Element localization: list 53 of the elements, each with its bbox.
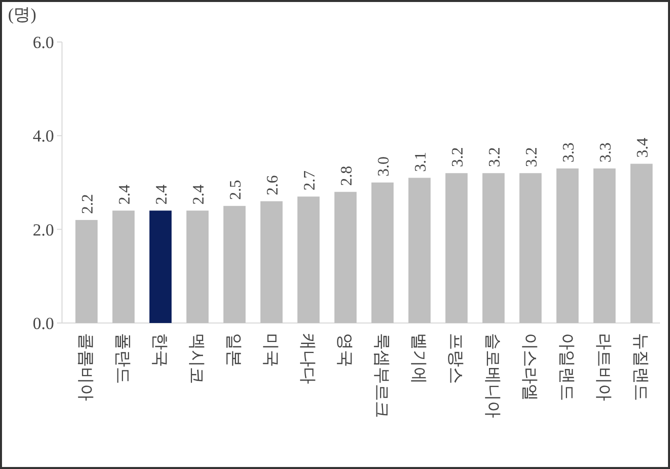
data-label: 2.5 bbox=[228, 180, 244, 200]
x-tick-label: 프랑스 bbox=[446, 333, 466, 384]
data-label: 3.0 bbox=[376, 156, 392, 176]
x-tick-label: 아일랜드 bbox=[556, 333, 576, 401]
bar bbox=[593, 168, 616, 323]
x-tick-label: 멕시코 bbox=[186, 333, 206, 384]
bar bbox=[75, 220, 98, 323]
x-tick-label: 룩셈부르크 bbox=[372, 333, 392, 418]
bar bbox=[482, 173, 505, 323]
bar bbox=[112, 210, 135, 323]
x-tick-label: 일본 bbox=[224, 333, 244, 367]
data-label: 3.2 bbox=[450, 147, 466, 168]
x-tick-label: 슬로베니아 bbox=[482, 333, 502, 418]
x-tick-label: 미국 bbox=[260, 333, 280, 367]
data-label: 2.4 bbox=[154, 184, 170, 205]
bar bbox=[223, 206, 246, 323]
bar bbox=[371, 182, 394, 323]
bar bbox=[186, 210, 209, 323]
data-label: 3.2 bbox=[486, 147, 504, 168]
bar bbox=[334, 192, 357, 323]
bar bbox=[519, 173, 542, 323]
bar bbox=[149, 210, 172, 323]
data-label: 2.6 bbox=[264, 175, 282, 196]
x-tick-label: 벨기에 bbox=[408, 333, 428, 384]
bar bbox=[445, 173, 468, 323]
y-tick-label: 4.0 bbox=[32, 126, 54, 146]
x-tick-label: 이스라엘 bbox=[520, 333, 540, 401]
data-label: 3.3 bbox=[560, 142, 578, 162]
data-label: 3.1 bbox=[412, 152, 430, 172]
x-tick-label: 콜롬비아 bbox=[76, 333, 96, 401]
x-tick-label: 뉴질랜드 bbox=[630, 333, 650, 401]
data-label: 2.2 bbox=[80, 194, 96, 214]
data-label: 2.7 bbox=[302, 170, 318, 191]
y-axis-title: (명) bbox=[8, 5, 36, 24]
data-label: 3.2 bbox=[524, 147, 540, 168]
y-tick-label: 2.0 bbox=[32, 220, 54, 240]
bar bbox=[408, 178, 431, 323]
x-tick-label: 한국 bbox=[150, 333, 170, 367]
x-tick-label: 영국 bbox=[334, 333, 354, 367]
x-tick-label: 캐나다 bbox=[298, 333, 318, 384]
bar bbox=[556, 168, 579, 323]
bar bbox=[297, 196, 320, 323]
x-tick-label: 폴란드 bbox=[112, 333, 132, 384]
data-label: 2.4 bbox=[116, 184, 134, 205]
y-tick-label: 6.0 bbox=[32, 33, 54, 52]
bar bbox=[630, 164, 653, 323]
data-label: 3.4 bbox=[634, 138, 652, 158]
data-label: 3.3 bbox=[598, 142, 614, 162]
bar bbox=[260, 201, 283, 323]
data-label: 2.8 bbox=[338, 166, 356, 186]
y-tick-label: 0.0 bbox=[32, 314, 54, 333]
data-label: 2.4 bbox=[190, 184, 208, 205]
x-tick-label: 라트비아 bbox=[594, 333, 614, 401]
